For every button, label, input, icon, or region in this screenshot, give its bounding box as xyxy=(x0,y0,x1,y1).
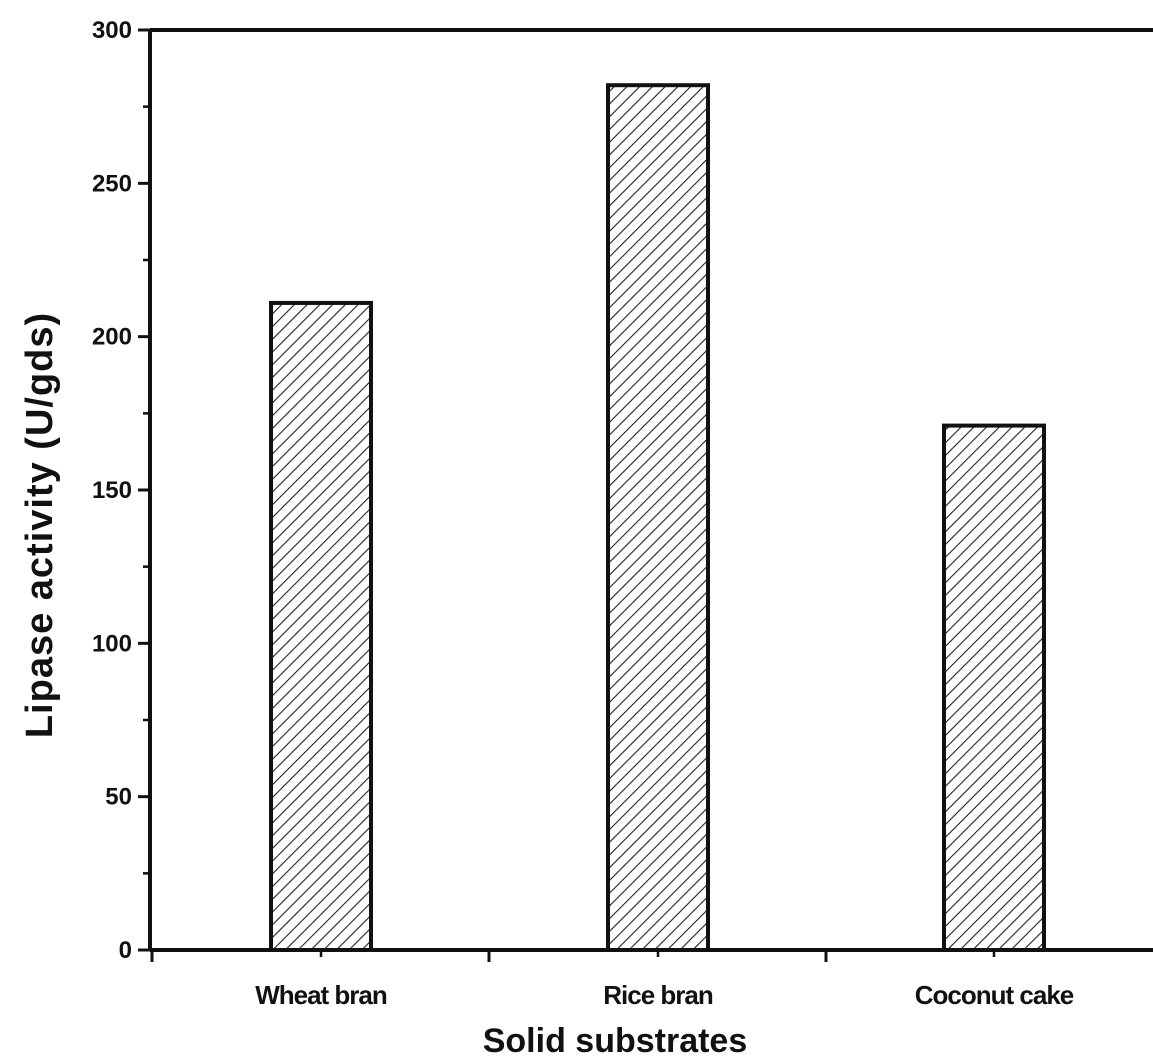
y-tick-label: 250 xyxy=(92,170,132,197)
x-category-label: Coconut cake xyxy=(915,980,1074,1010)
y-ticks-group: 0 50 100 150 200 250 300 xyxy=(92,17,150,964)
x-ticks-group: Wheat bran Rice bran Coconut cake xyxy=(150,950,1075,1010)
y-tick-label: 200 xyxy=(92,324,132,351)
bar-rice-bran xyxy=(606,83,710,952)
y-axis-title: Lipase activity (U/gds) xyxy=(19,312,61,738)
x-category-label: Rice bran xyxy=(603,980,713,1010)
x-category-label: Wheat bran xyxy=(255,980,387,1010)
x-axis-title: Solid substrates xyxy=(483,1022,748,1057)
bar-coconut-cake xyxy=(942,423,1046,953)
bars-group xyxy=(269,83,1046,953)
y-tick-label: 300 xyxy=(92,17,132,44)
y-tick-label: 150 xyxy=(92,477,132,504)
y-tick-label: 0 xyxy=(119,937,132,964)
y-tick-label: 50 xyxy=(105,784,132,811)
y-tick-label: 100 xyxy=(92,630,132,657)
bar-wheat-bran xyxy=(269,300,373,952)
